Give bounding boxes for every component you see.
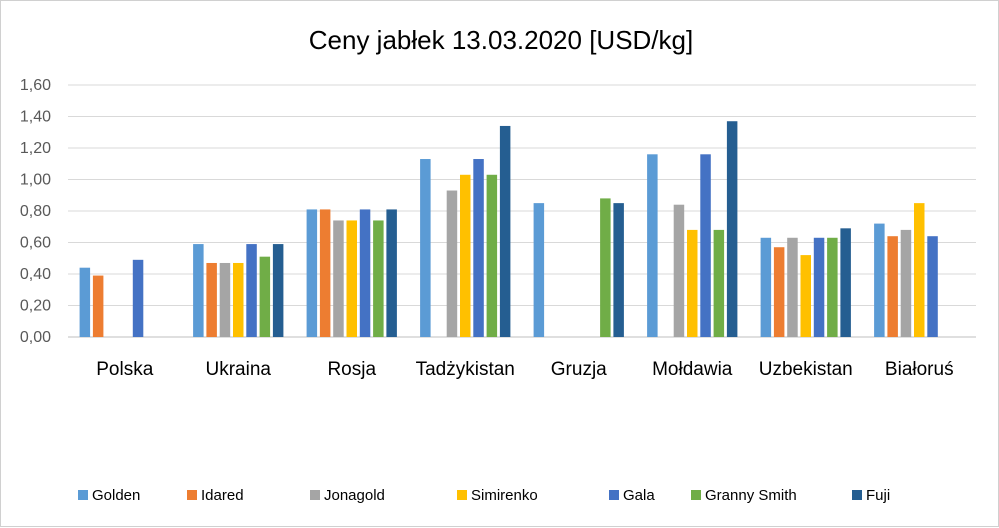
- bar: [613, 203, 624, 337]
- bar: [272, 244, 284, 337]
- legend-item: Idared: [187, 487, 244, 504]
- legend-swatch: [609, 490, 619, 500]
- gridlines: [68, 84, 976, 338]
- bar: [773, 247, 785, 337]
- bar: [874, 223, 885, 337]
- bars: [79, 121, 938, 337]
- bar: [600, 198, 611, 337]
- legend-swatch: [310, 490, 320, 500]
- bar: [827, 237, 838, 337]
- bar: [787, 237, 798, 337]
- legend-label: Idared: [201, 487, 244, 504]
- y-tick-label: 0,60: [20, 235, 51, 252]
- y-tick-label: 0,00: [20, 329, 51, 346]
- bar: [346, 220, 357, 337]
- legend-label: Golden: [92, 487, 140, 504]
- bar: [726, 121, 738, 337]
- y-tick-label: 0,40: [20, 266, 51, 283]
- x-tick-label: Mołdawia: [652, 359, 733, 380]
- bar: [246, 244, 257, 337]
- y-tick-label: 0,80: [20, 203, 51, 220]
- legend-label: Simirenko: [471, 487, 538, 504]
- legend-label: Granny Smith: [705, 487, 797, 504]
- legend-label: Gala: [623, 487, 655, 504]
- legend-swatch: [78, 490, 88, 500]
- bar: [460, 174, 471, 337]
- bar: [800, 255, 811, 337]
- legend-swatch: [852, 490, 862, 500]
- bar: [219, 262, 231, 337]
- bar: [499, 125, 511, 337]
- x-tick-label: Uzbekistan: [759, 359, 853, 380]
- x-tick-label: Rosja: [327, 359, 376, 380]
- bar: [840, 228, 851, 337]
- y-tick-label: 0,20: [20, 298, 51, 315]
- legend-item: Golden: [78, 487, 140, 504]
- legend-swatch: [691, 490, 701, 500]
- bar: [927, 236, 938, 337]
- bar: [373, 220, 384, 337]
- x-tick-label: Tadżykistan: [416, 359, 515, 380]
- legend-swatch: [457, 490, 467, 500]
- y-tick-label: 1,00: [20, 172, 51, 189]
- bar: [647, 154, 658, 337]
- legend: Golden Idared Jonagold Simirenko Gala Granny …: [78, 487, 890, 504]
- bar: [132, 259, 144, 337]
- x-tick-label: Białoruś: [885, 359, 954, 380]
- bar: [92, 275, 104, 337]
- legend-item: Simirenko: [457, 487, 538, 504]
- bar: [700, 154, 711, 337]
- bar: [687, 229, 698, 337]
- legend-label: Jonagold: [324, 487, 385, 504]
- y-tick-label: 1,40: [20, 109, 51, 126]
- bar: [446, 190, 458, 337]
- y-tick-label: 1,20: [20, 140, 51, 157]
- legend-item: Granny Smith: [691, 487, 797, 504]
- bar: [900, 229, 912, 337]
- bar: [259, 256, 271, 337]
- chart-title: Ceny jabłek 13.03.2020 [USD/kg]: [309, 25, 693, 55]
- bar: [206, 262, 217, 337]
- bar: [233, 262, 244, 337]
- bar: [420, 159, 431, 337]
- bar: [319, 209, 331, 337]
- bar: [473, 159, 484, 337]
- bar: [386, 209, 397, 337]
- legend-item: Gala: [609, 487, 655, 504]
- x-tick-label: Ukraina: [206, 359, 272, 380]
- bar: [486, 174, 498, 337]
- y-tick-label: 1,60: [20, 77, 51, 94]
- bar: [333, 220, 344, 337]
- legend-item: Fuji: [852, 487, 890, 504]
- bar: [760, 237, 772, 337]
- legend-label: Fuji: [866, 487, 890, 504]
- legend-item: Jonagold: [310, 487, 385, 504]
- bar: [914, 203, 925, 337]
- x-axis-ticks: Polska Ukraina Rosja Tadżykistan Gruzja Mołda…: [96, 359, 953, 380]
- bar: [193, 244, 204, 337]
- bar: [359, 209, 371, 337]
- bar: [887, 236, 898, 337]
- bar: [813, 237, 825, 337]
- x-tick-label: Polska: [96, 359, 153, 380]
- bar: [713, 229, 725, 337]
- legend-swatch: [187, 490, 197, 500]
- bar: [79, 267, 91, 337]
- y-axis-ticks: 0,00 0,20 0,40 0,60 0,80 1,00 1,20 1,40 1,60: [20, 77, 51, 346]
- x-tick-label: Gruzja: [551, 359, 607, 380]
- bar: [306, 209, 318, 337]
- bar: [533, 203, 545, 337]
- bar: [673, 204, 685, 337]
